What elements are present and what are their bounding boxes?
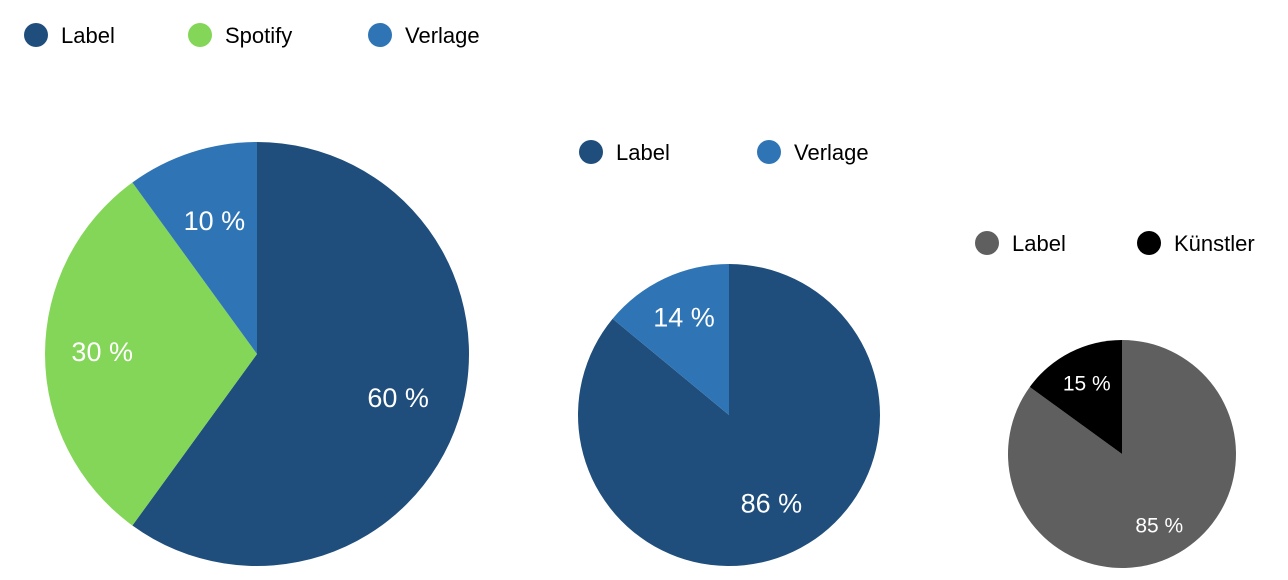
pie-slice-verlage xyxy=(132,142,257,354)
pie-slice-spotify xyxy=(45,182,258,526)
legend-label-label: Label xyxy=(1012,231,1066,256)
legend-item-verlage: Verlage xyxy=(757,140,869,165)
legend: Label Spotify Verlage xyxy=(24,23,480,48)
slice-label-kunstler: 15 % xyxy=(1063,372,1111,395)
legend-label-verlage: Verlage xyxy=(405,23,480,48)
legend-swatch-verlage xyxy=(757,140,781,164)
pie-chart-3: Label Künstler 85 % 15 % xyxy=(975,231,1255,568)
legend-swatch-label xyxy=(975,231,999,255)
legend-label-spotify: Spotify xyxy=(225,23,292,48)
pie-slice-label xyxy=(577,264,880,566)
legend-swatch-kunstler xyxy=(1137,231,1161,255)
pie-slice-label xyxy=(1007,340,1236,568)
slice-label-verlage: 14 % xyxy=(653,303,715,333)
legend-swatch-label xyxy=(579,140,603,164)
slice-label-label: 86 % xyxy=(741,488,803,518)
legend-label-verlage: Verlage xyxy=(794,140,869,165)
pie-slice-verlage xyxy=(612,264,729,415)
slice-label-label: 60 % xyxy=(367,383,429,413)
legend-swatch-spotify xyxy=(188,23,212,47)
legend: Label Verlage xyxy=(579,140,869,165)
legend-label-label: Label xyxy=(616,140,670,165)
pie-slice-label xyxy=(132,142,470,567)
pie-slice-kunstler xyxy=(1029,340,1122,454)
legend-label-kunstler: Künstler xyxy=(1174,231,1255,256)
slice-label-spotify: 30 % xyxy=(71,337,133,367)
legend-item-spotify: Spotify xyxy=(188,23,292,48)
legend-label-label: Label xyxy=(61,23,115,48)
slice-label-verlage: 10 % xyxy=(184,206,246,236)
legend: Label Künstler xyxy=(975,231,1255,256)
pie-chart-2: Label Verlage 86 % 14 % xyxy=(577,140,880,566)
slice-label-label: 85 % xyxy=(1135,515,1183,538)
legend-item-label: Label xyxy=(24,23,115,48)
legend-item-label: Label xyxy=(975,231,1066,256)
legend-swatch-verlage xyxy=(368,23,392,47)
pie-chart-1: Label Spotify Verlage 60 % 30 % 10 % xyxy=(24,23,480,567)
legend-item-verlage: Verlage xyxy=(368,23,480,48)
legend-item-label: Label xyxy=(579,140,670,165)
legend-swatch-label xyxy=(24,23,48,47)
legend-item-kunstler: Künstler xyxy=(1137,231,1255,256)
